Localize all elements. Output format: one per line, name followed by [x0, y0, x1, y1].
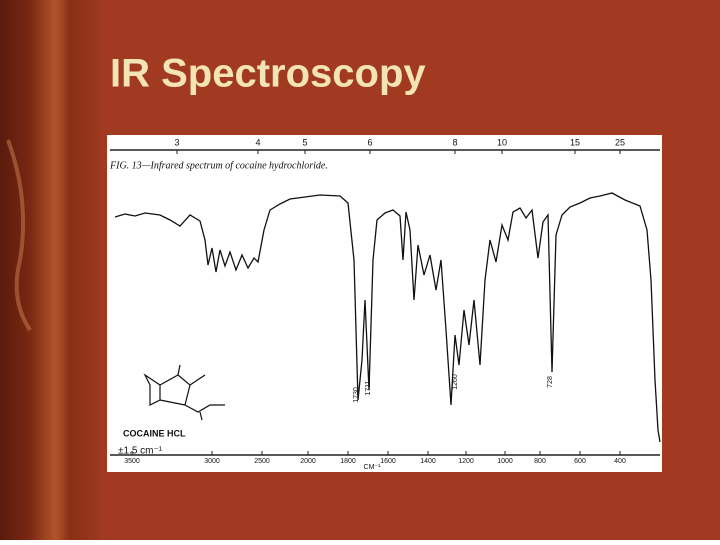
- spectrum-trace: [114, 192, 661, 443]
- top-axis-label: 5: [302, 137, 307, 147]
- top-axis-label: 10: [497, 137, 507, 147]
- resolution-label: ±1.5 cm⁻¹: [118, 446, 163, 457]
- figure-background: [107, 135, 662, 472]
- top-axis-label: 3: [174, 137, 179, 147]
- structure-drawing: [143, 364, 225, 421]
- bottom-axis-label: 1800: [340, 458, 356, 465]
- bottom-axis-label: 2500: [254, 458, 270, 465]
- bottom-axis-label: 800: [534, 458, 546, 465]
- bottom-axis-label: 1600: [380, 458, 396, 465]
- slide-title: IR Spectroscopy: [110, 52, 426, 96]
- spectrum-figure: FIG. 13—Infrared spectrum of cocaine hyd…: [107, 135, 662, 472]
- side-decoration: [0, 0, 100, 540]
- top-axis-label: 6: [367, 137, 372, 147]
- glass-highlight: [6, 139, 32, 332]
- bottom-axis-label: 3500: [124, 458, 140, 465]
- bottom-axis-label: 1400: [420, 458, 436, 465]
- peak-label: 1730: [353, 387, 360, 403]
- peak-label: 1260: [452, 374, 459, 390]
- peak-label: 1711: [365, 380, 372, 395]
- top-axis-label: 8: [452, 137, 457, 147]
- bottom-axis-unit: CM⁻¹: [364, 464, 382, 471]
- bottom-axis-label: 3000: [204, 458, 220, 465]
- bottom-axis-label: 600: [574, 458, 586, 465]
- bottom-axis-label: 2000: [300, 458, 316, 465]
- bottom-axis-label: 1200: [458, 458, 474, 465]
- bottom-axis-label: 400: [614, 458, 626, 465]
- compound-label: COCAINE HCL: [123, 428, 186, 438]
- figure-caption: FIG. 13—Infrared spectrum of cocaine hyd…: [109, 160, 328, 171]
- bottom-axis-label: 1000: [497, 458, 513, 465]
- top-axis-label: 4: [255, 137, 260, 147]
- top-axis-label: 25: [615, 137, 625, 147]
- top-axis-label: 15: [570, 137, 580, 147]
- peak-label: 728: [547, 376, 554, 388]
